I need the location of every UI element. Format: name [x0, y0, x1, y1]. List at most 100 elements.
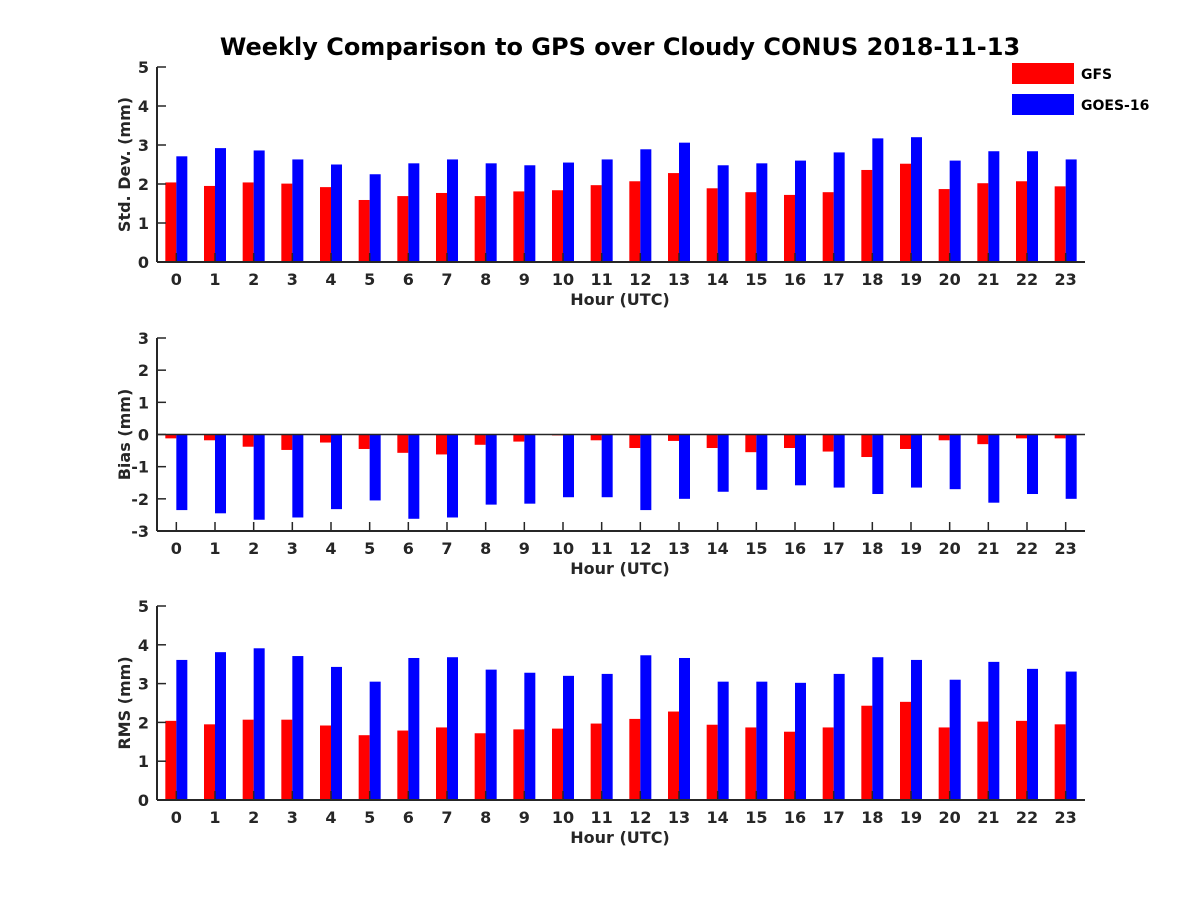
bar-rms-gfs-7: [436, 727, 447, 800]
bar-rms-gfs-3: [281, 719, 293, 800]
x-tick-label-bias: 19: [900, 539, 922, 558]
x-tick-label-bias: 7: [441, 539, 452, 558]
legend-label-gfs: GFS: [1081, 67, 1112, 83]
x-tick-label-stddev: 1: [209, 270, 220, 289]
x-tick-label-rms: 5: [364, 808, 375, 827]
bar-rms-goes-16-9: [524, 672, 536, 800]
bar-bias-goes-16-16: [795, 434, 806, 486]
y-axis-label-rms: RMS (mm): [115, 656, 134, 749]
bar-rms-goes-16-15: [756, 681, 768, 800]
bar-bias-gfs-12: [629, 434, 641, 449]
bar-stddev-gfs-16: [784, 194, 795, 262]
x-axis-label-bias: Hour (UTC): [570, 559, 670, 578]
bar-stddev-gfs-9: [513, 191, 525, 262]
bar-bias-gfs-21: [977, 434, 989, 445]
y-tick-label-bias: -1: [131, 458, 149, 477]
x-tick-label-rms: 23: [1055, 808, 1077, 827]
x-tick-label-bias: 20: [939, 539, 961, 558]
bar-stddev-gfs-11: [590, 185, 602, 262]
y-tick-label-rms: 3: [138, 675, 149, 694]
bar-stddev-gfs-3: [281, 183, 293, 262]
y-tick-label-rms: 0: [138, 791, 149, 810]
bar-stddev-gfs-19: [900, 163, 911, 262]
bar-rms-gfs-20: [938, 727, 950, 800]
x-tick-label-bias: 18: [861, 539, 883, 558]
bar-stddev-goes-16-11: [601, 159, 613, 262]
bar-bias-goes-16-20: [949, 434, 961, 490]
x-axis-label-stddev: Hour (UTC): [570, 290, 670, 309]
bar-stddev-gfs-15: [745, 192, 757, 262]
x-tick-label-rms: 17: [823, 808, 845, 827]
y-tick-label-bias: 3: [138, 329, 149, 348]
bar-bias-goes-16-18: [872, 434, 884, 495]
bar-bias-gfs-3: [281, 434, 293, 450]
x-tick-label-stddev: 15: [745, 270, 767, 289]
x-tick-label-stddev: 4: [325, 270, 336, 289]
bar-rms-goes-16-8: [485, 669, 497, 800]
bar-bias-gfs-8: [474, 434, 486, 445]
x-tick-label-rms: 6: [403, 808, 414, 827]
bar-stddev-gfs-14: [706, 188, 718, 262]
x-tick-label-bias: 16: [784, 539, 806, 558]
bar-stddev-goes-16-22: [1027, 151, 1038, 262]
bar-rms-goes-16-7: [447, 657, 458, 800]
bar-rms-goes-16-5: [369, 681, 381, 800]
bar-bias-gfs-11: [590, 434, 602, 441]
bar-rms-goes-16-0: [176, 659, 188, 800]
y-tick-label-stddev: 0: [138, 253, 149, 272]
x-tick-label-rms: 15: [745, 808, 767, 827]
bar-stddev-gfs-6: [397, 196, 409, 262]
bar-bias-goes-16-21: [988, 434, 1000, 503]
bar-stddev-goes-16-9: [524, 165, 536, 262]
bar-stddev-goes-16-10: [563, 162, 574, 262]
bar-rms-goes-16-12: [640, 655, 652, 800]
bar-rms-goes-16-6: [408, 657, 420, 800]
x-tick-label-bias: 10: [552, 539, 574, 558]
bar-bias-gfs-13: [668, 434, 679, 441]
bar-stddev-gfs-2: [242, 182, 254, 262]
bar-bias-goes-16-8: [485, 434, 497, 505]
bar-stddev-goes-16-18: [872, 138, 884, 262]
bar-stddev-goes-16-3: [292, 159, 304, 262]
bar-bias-goes-16-3: [292, 434, 304, 518]
bar-bias-goes-16-15: [756, 434, 768, 490]
bar-rms-goes-16-3: [292, 656, 304, 800]
x-tick-label-rms: 19: [900, 808, 922, 827]
bar-rms-gfs-10: [552, 728, 563, 800]
bar-stddev-gfs-22: [1016, 181, 1027, 262]
bar-rms-gfs-14: [706, 724, 718, 800]
x-tick-label-stddev: 11: [591, 270, 613, 289]
x-tick-label-rms: 3: [287, 808, 298, 827]
x-tick-label-stddev: 10: [552, 270, 574, 289]
bar-bias-gfs-22: [1016, 434, 1027, 439]
y-tick-label-rms: 4: [138, 636, 149, 655]
bar-stddev-gfs-10: [552, 190, 563, 262]
x-tick-label-rms: 16: [784, 808, 806, 827]
y-tick-label-rms: 1: [138, 752, 149, 771]
bar-bias-gfs-23: [1054, 434, 1066, 439]
bar-stddev-goes-16-21: [988, 151, 1000, 262]
x-tick-label-stddev: 5: [364, 270, 375, 289]
bar-bias-goes-16-1: [215, 434, 226, 514]
x-tick-label-rms: 10: [552, 808, 574, 827]
bar-rms-gfs-5: [358, 735, 370, 800]
bar-rms-goes-16-20: [949, 679, 961, 800]
bar-stddev-gfs-12: [629, 181, 641, 262]
bar-bias-gfs-20: [938, 434, 950, 441]
bar-bias-gfs-4: [320, 434, 331, 443]
bar-stddev-gfs-13: [668, 173, 679, 262]
x-tick-label-rms: 4: [325, 808, 336, 827]
bar-bias-gfs-5: [358, 434, 370, 449]
bar-stddev-goes-16-7: [447, 159, 458, 262]
bar-rms-gfs-8: [474, 733, 486, 800]
bar-stddev-gfs-1: [204, 185, 215, 262]
bar-rms-gfs-17: [822, 727, 834, 800]
x-tick-label-stddev: 0: [171, 270, 182, 289]
bar-bias-gfs-17: [822, 434, 834, 452]
bar-rms-gfs-13: [668, 711, 679, 800]
bar-stddev-goes-16-16: [795, 160, 806, 262]
bar-rms-goes-16-13: [679, 657, 690, 800]
x-tick-label-rms: 21: [977, 808, 999, 827]
bar-stddev-goes-16-20: [949, 160, 961, 262]
y-tick-label-bias: -3: [131, 522, 149, 541]
